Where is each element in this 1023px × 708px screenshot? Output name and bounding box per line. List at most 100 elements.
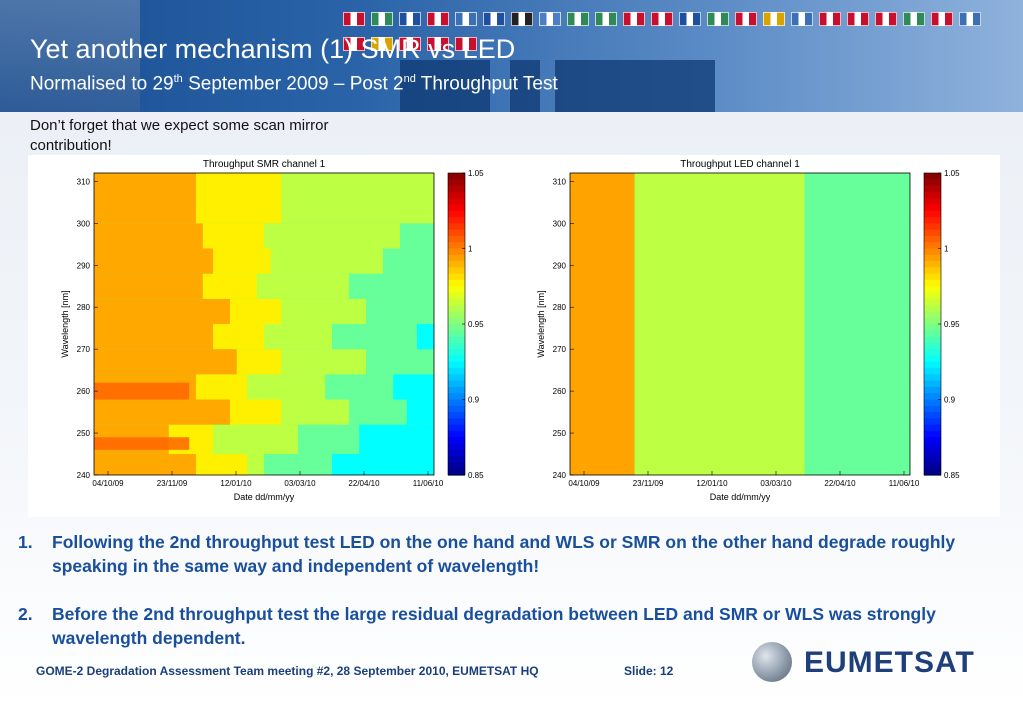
colorbar-step bbox=[924, 399, 941, 407]
tower-image bbox=[0, 0, 140, 112]
colorbar-tick-label: 1 bbox=[468, 245, 473, 254]
colorbar-step bbox=[448, 374, 465, 382]
x-tick-label: 22/04/10 bbox=[348, 479, 380, 488]
colorbar-step bbox=[448, 393, 465, 401]
colorbar-step bbox=[448, 330, 465, 338]
heatmap-cell bbox=[213, 324, 264, 350]
heatmap-cell bbox=[94, 298, 230, 324]
colorbar-step bbox=[924, 292, 941, 300]
colorbar-step bbox=[924, 468, 941, 476]
globe-icon bbox=[752, 642, 792, 682]
y-tick-label: 290 bbox=[77, 261, 91, 270]
conclusions-list: 1. Following the 2nd throughput test LED… bbox=[18, 530, 958, 674]
colorbar-step bbox=[448, 229, 465, 237]
colorbar-step bbox=[448, 185, 465, 193]
heatmap-cell bbox=[298, 424, 360, 455]
colorbar-tick-label: 0.95 bbox=[944, 320, 960, 329]
heatmap-cell bbox=[570, 173, 635, 475]
building-image bbox=[400, 60, 490, 112]
colorbar-step bbox=[448, 223, 465, 231]
x-tick-label: 11/06/10 bbox=[413, 479, 444, 488]
colorbar-step bbox=[924, 298, 941, 306]
colorbar-step bbox=[448, 412, 465, 419]
chart-title: Throughput SMR channel 1 bbox=[203, 159, 326, 170]
colorbar-step bbox=[924, 254, 941, 262]
flag-icon bbox=[903, 12, 925, 26]
heatmap-cell bbox=[213, 424, 298, 455]
heatmap-cell bbox=[264, 223, 400, 249]
x-tick-label: 23/11/09 bbox=[633, 479, 664, 488]
flag-row bbox=[340, 12, 1000, 62]
colorbar-step bbox=[924, 223, 941, 231]
heatmap-cell bbox=[264, 324, 332, 350]
colorbar-step bbox=[448, 210, 465, 218]
flag-icon bbox=[819, 12, 841, 26]
colorbar-step bbox=[448, 399, 465, 407]
heatmap-cell bbox=[247, 454, 264, 475]
y-tick-label: 270 bbox=[77, 345, 91, 354]
colorbar-step bbox=[448, 443, 465, 451]
heatmap-cell bbox=[196, 454, 247, 475]
y-tick-label: 310 bbox=[77, 177, 91, 186]
heatmap-cell bbox=[349, 273, 434, 299]
colorbar-tick-label: 0.85 bbox=[468, 471, 484, 480]
colorbar-step bbox=[924, 305, 941, 313]
colorbar-step bbox=[924, 191, 941, 199]
flag-icon bbox=[679, 12, 701, 26]
heatmap-cell bbox=[94, 324, 213, 350]
chart-title: Throughput LED channel 1 bbox=[680, 159, 800, 170]
colorbar-step bbox=[448, 361, 465, 369]
y-tick-label: 250 bbox=[553, 429, 567, 438]
colorbar-step bbox=[448, 179, 465, 187]
heatmap-cell bbox=[94, 437, 190, 450]
y-tick-label: 270 bbox=[553, 345, 567, 354]
heatmap-cell bbox=[196, 374, 247, 400]
led-heatmap-chart: Throughput LED channel 1 240 250 260 270 280 2… bbox=[536, 159, 960, 502]
colorbar-step bbox=[448, 261, 465, 268]
heatmap-cell bbox=[94, 223, 203, 249]
y-axis-label: Wavelength [nm] bbox=[536, 290, 546, 357]
colorbar-step bbox=[448, 386, 465, 394]
list-item: 2. Before the 2nd throughput test the la… bbox=[18, 602, 958, 650]
colorbar-step bbox=[924, 380, 941, 388]
y-tick-label: 260 bbox=[77, 387, 91, 396]
plot-frame bbox=[93, 172, 435, 476]
heatmap-cell bbox=[393, 374, 434, 400]
flag-icon bbox=[399, 12, 421, 26]
slide-title: Yet another mechanism (1) SMR vs LED bbox=[30, 34, 516, 64]
colorbar-step bbox=[448, 317, 465, 325]
heatmap-cell bbox=[634, 173, 805, 475]
colorbar-step bbox=[924, 355, 941, 363]
colorbar-step bbox=[448, 368, 465, 375]
colorbar-step bbox=[448, 173, 465, 180]
scan-mirror-note: Don’t forget that we expect some scan mi… bbox=[30, 117, 329, 154]
colorbar-step bbox=[924, 286, 941, 294]
flag-icon bbox=[651, 12, 673, 26]
colorbar-step bbox=[448, 380, 465, 388]
heatmap-cell bbox=[236, 349, 281, 375]
colorbar-step bbox=[448, 355, 465, 363]
flag-icon bbox=[875, 12, 897, 26]
colorbar-step bbox=[924, 217, 941, 224]
colorbar-step bbox=[924, 198, 941, 206]
heatmap-cell bbox=[349, 399, 407, 425]
flag-icon bbox=[371, 12, 393, 26]
heatmap-cell bbox=[281, 349, 366, 375]
list-item: 1. Following the 2nd throughput test LED… bbox=[18, 530, 958, 578]
colorbar-step bbox=[924, 229, 941, 237]
colorbar-step bbox=[448, 424, 465, 432]
flag-icon bbox=[847, 12, 869, 26]
smr-heatmap-chart: Throughput SMR channel 1 240 250 260 270 280 2… bbox=[60, 159, 484, 502]
colorbar-step bbox=[924, 317, 941, 325]
list-text: Following the 2nd throughput test LED on… bbox=[52, 532, 956, 576]
colorbar-step bbox=[448, 311, 465, 319]
y-tick-label: 280 bbox=[553, 303, 567, 312]
flag-icon bbox=[791, 12, 813, 26]
flag-icon bbox=[539, 12, 561, 26]
header-banner: Yet another mechanism (1) SMR vs LED Nor… bbox=[0, 0, 1023, 112]
colorbar-step bbox=[924, 261, 941, 268]
colorbar-step bbox=[448, 405, 465, 413]
y-tick-label: 260 bbox=[553, 387, 567, 396]
y-tick-label: 300 bbox=[553, 219, 567, 228]
plot-frame bbox=[569, 172, 911, 476]
